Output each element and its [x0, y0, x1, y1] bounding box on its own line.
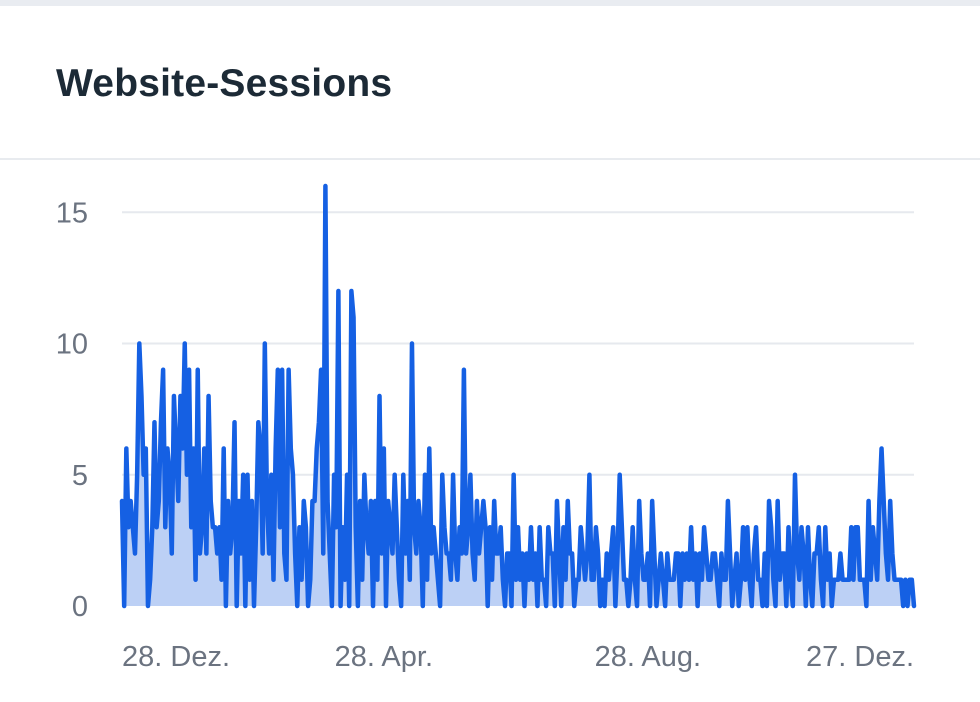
- x-tick-label-0: 28. Dez.: [122, 641, 230, 673]
- x-tick-label-1: 28. Apr.: [335, 641, 433, 673]
- top-strip: [0, 0, 980, 6]
- y-tick-label-5: 5: [72, 460, 88, 492]
- card-header: Website-Sessions: [0, 6, 980, 160]
- sessions-line: [119, 183, 917, 609]
- y-tick-label-0: 0: [72, 591, 88, 623]
- sessions-chart: 0 5 10 15 28. Dez. 28. Apr. 28. Aug. 27. Dez.: [56, 183, 917, 673]
- x-tick-label-3: 27. Dez.: [806, 641, 914, 673]
- x-tick-label-2: 28. Aug.: [595, 641, 701, 673]
- sessions-area: [122, 186, 914, 606]
- y-tick-label-10: 10: [56, 329, 88, 361]
- y-tick-label-15: 15: [56, 197, 88, 229]
- card-title: Website-Sessions: [56, 62, 393, 105]
